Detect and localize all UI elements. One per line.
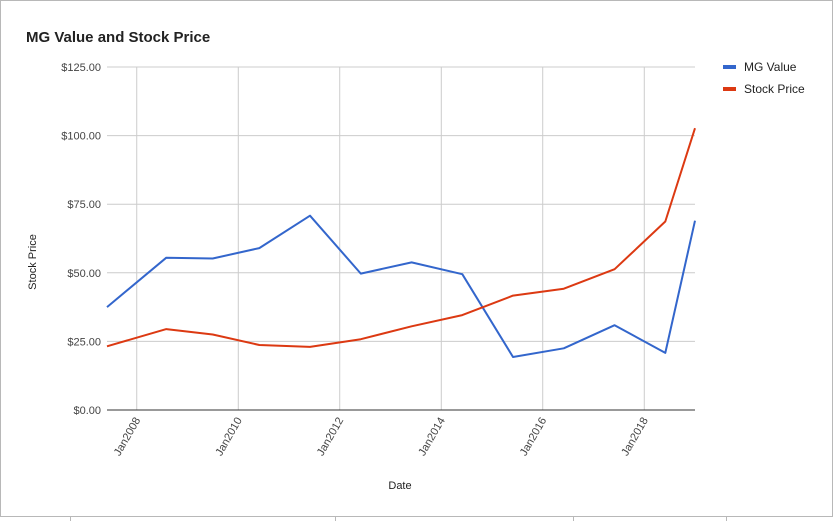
y-tick-label: $50.00	[67, 268, 101, 280]
x-tick-label: Jan2018	[619, 416, 651, 459]
y-tick-label: $25.00	[67, 336, 101, 348]
y-tick-label: $100.00	[61, 131, 101, 143]
legend: MG Value Stock Price	[723, 60, 805, 96]
legend-label: MG Value	[744, 60, 797, 74]
x-tick-label: Jan2008	[112, 416, 144, 459]
series-lines	[106, 127, 696, 358]
y-axis-ticks: $0.00 $25.00 $50.00 $75.00 $100.00 $125.00	[61, 62, 101, 417]
x-tick-label: Jan2010	[213, 416, 245, 459]
series-line-stock-price	[106, 127, 696, 348]
x-axis-label: Date	[388, 480, 411, 492]
frame-bottom-tick	[726, 516, 727, 521]
legend-label: Stock Price	[744, 82, 805, 96]
x-tick-label: Jan2012	[315, 416, 347, 459]
x-axis-ticks: Jan2008 Jan2010 Jan2012 Jan2014 Jan2016 Jan20…	[112, 416, 651, 459]
x-tick-label: Jan2014	[416, 416, 448, 459]
y-tick-label: $75.00	[67, 199, 101, 211]
x-tick-label: Jan2016	[518, 416, 550, 459]
legend-swatch	[723, 65, 736, 69]
frame-bottom-tick	[335, 516, 336, 521]
gridlines	[107, 66, 695, 410]
y-tick-label: $0.00	[73, 405, 101, 417]
y-axis-label: Stock Price	[27, 234, 39, 290]
y-tick-label: $125.00	[61, 62, 101, 74]
frame-bottom-tick	[573, 516, 574, 521]
chart-title: MG Value and Stock Price	[26, 29, 210, 46]
legend-swatch	[723, 87, 736, 91]
frame-bottom-tick	[70, 516, 71, 521]
series-line-mg-value	[106, 214, 696, 358]
